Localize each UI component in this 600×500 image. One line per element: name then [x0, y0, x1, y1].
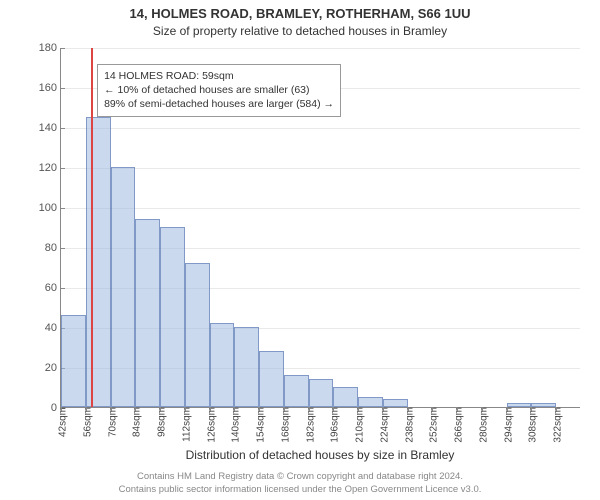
bar — [358, 397, 383, 407]
x-tickmark — [284, 407, 285, 411]
x-tick: 238sqm — [400, 407, 415, 443]
x-tickmark — [358, 407, 359, 411]
y-tick: 60 — [27, 282, 61, 294]
bar — [111, 167, 136, 407]
x-tickmark — [333, 407, 334, 411]
x-tick: 252sqm — [425, 407, 440, 443]
y-tick: 140 — [27, 122, 61, 134]
x-tick: 266sqm — [450, 407, 465, 443]
x-tick: 294sqm — [499, 407, 514, 443]
x-tick: 140sqm — [227, 407, 242, 443]
bar — [284, 375, 309, 407]
x-tickmark — [234, 407, 235, 411]
x-tick: 224sqm — [375, 407, 390, 443]
bar — [61, 315, 86, 407]
bar — [185, 263, 210, 407]
y-tick: 100 — [27, 202, 61, 214]
x-tick: 168sqm — [276, 407, 291, 443]
chart-title-desc: Size of property relative to detached ho… — [0, 24, 600, 38]
x-tickmark — [135, 407, 136, 411]
x-tickmark — [507, 407, 508, 411]
x-tick: 98sqm — [153, 407, 168, 437]
x-tickmark — [160, 407, 161, 411]
bar — [383, 399, 408, 407]
x-tickmark — [457, 407, 458, 411]
x-tick: 182sqm — [301, 407, 316, 443]
x-tick: 42sqm — [54, 407, 69, 437]
footer-line1: Contains HM Land Registry data © Crown c… — [0, 471, 600, 483]
bar — [333, 387, 358, 407]
bar — [210, 323, 235, 407]
x-tickmark — [556, 407, 557, 411]
x-tick: 112sqm — [177, 407, 192, 442]
x-axis-label: Distribution of detached houses by size … — [60, 448, 580, 462]
x-tick: 154sqm — [252, 407, 267, 443]
x-tickmark — [185, 407, 186, 411]
x-tickmark — [259, 407, 260, 411]
bar — [309, 379, 334, 407]
bar — [234, 327, 259, 407]
annotation-box: 14 HOLMES ROAD: 59sqm ← 10% of detached … — [97, 64, 341, 117]
y-tick: 120 — [27, 162, 61, 174]
chart-container: 14, HOLMES ROAD, BRAMLEY, ROTHERHAM, S66… — [0, 0, 600, 500]
x-tick: 196sqm — [326, 407, 341, 443]
plot-area: 020406080100120140160180 42sqm56sqm70sqm… — [60, 48, 580, 408]
bar — [135, 219, 160, 407]
y-tick: 180 — [27, 42, 61, 54]
x-tickmark — [531, 407, 532, 411]
x-tick: 84sqm — [128, 407, 143, 437]
y-tick: 160 — [27, 82, 61, 94]
footer: Contains HM Land Registry data © Crown c… — [0, 471, 600, 496]
annotation-line3: 89% of semi-detached houses are larger (… — [104, 97, 334, 111]
x-tickmark — [86, 407, 87, 411]
x-tick: 126sqm — [202, 407, 217, 443]
x-tick: 70sqm — [103, 407, 118, 437]
annotation-line1: 14 HOLMES ROAD: 59sqm — [104, 69, 334, 83]
bar — [160, 227, 185, 407]
x-tick: 322sqm — [549, 407, 564, 443]
chart-title-address: 14, HOLMES ROAD, BRAMLEY, ROTHERHAM, S66… — [0, 6, 600, 21]
y-tick: 40 — [27, 322, 61, 334]
bar — [86, 117, 111, 407]
x-tickmark — [210, 407, 211, 411]
annotation-line2: ← 10% of detached houses are smaller (63… — [104, 83, 334, 97]
reference-line — [91, 48, 93, 407]
x-tickmark — [432, 407, 433, 411]
x-tickmark — [309, 407, 310, 411]
bar — [259, 351, 284, 407]
x-tickmark — [408, 407, 409, 411]
x-tick: 280sqm — [474, 407, 489, 443]
x-tickmark — [61, 407, 62, 411]
y-tick: 20 — [27, 362, 61, 374]
y-tick: 80 — [27, 242, 61, 254]
x-tick: 308sqm — [524, 407, 539, 443]
x-tickmark — [111, 407, 112, 411]
x-tick: 210sqm — [351, 407, 366, 443]
x-tickmark — [383, 407, 384, 411]
x-tickmark — [482, 407, 483, 411]
x-tick: 56sqm — [78, 407, 93, 437]
footer-line2: Contains public sector information licen… — [0, 484, 600, 496]
